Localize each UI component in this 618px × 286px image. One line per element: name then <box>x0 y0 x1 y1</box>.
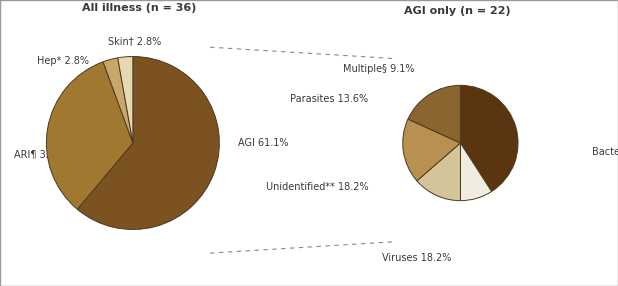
Text: Unidentified** 18.2%: Unidentified** 18.2% <box>266 182 368 192</box>
Wedge shape <box>460 85 518 192</box>
Wedge shape <box>460 143 491 201</box>
Text: Multiple§ 9.1%: Multiple§ 9.1% <box>343 64 415 74</box>
Text: Parasites 13.6%: Parasites 13.6% <box>290 94 368 104</box>
Wedge shape <box>417 143 460 201</box>
Text: ARI¶ 33.3%: ARI¶ 33.3% <box>14 150 70 159</box>
Text: Hep* 2.8%: Hep* 2.8% <box>37 57 89 66</box>
Wedge shape <box>103 58 133 143</box>
Text: Skin† 2.8%: Skin† 2.8% <box>108 37 161 46</box>
Wedge shape <box>408 85 460 143</box>
Text: AGI 61.1%: AGI 61.1% <box>238 138 289 148</box>
Wedge shape <box>46 62 133 209</box>
Wedge shape <box>77 57 219 229</box>
Wedge shape <box>403 119 460 181</box>
Text: Bacteria 40.9%: Bacteria 40.9% <box>592 147 618 156</box>
Wedge shape <box>118 57 133 143</box>
Text: AGI only (n = 22): AGI only (n = 22) <box>404 6 510 16</box>
Text: All illness (n = 36): All illness (n = 36) <box>82 3 197 13</box>
Text: Viruses 18.2%: Viruses 18.2% <box>382 253 451 263</box>
